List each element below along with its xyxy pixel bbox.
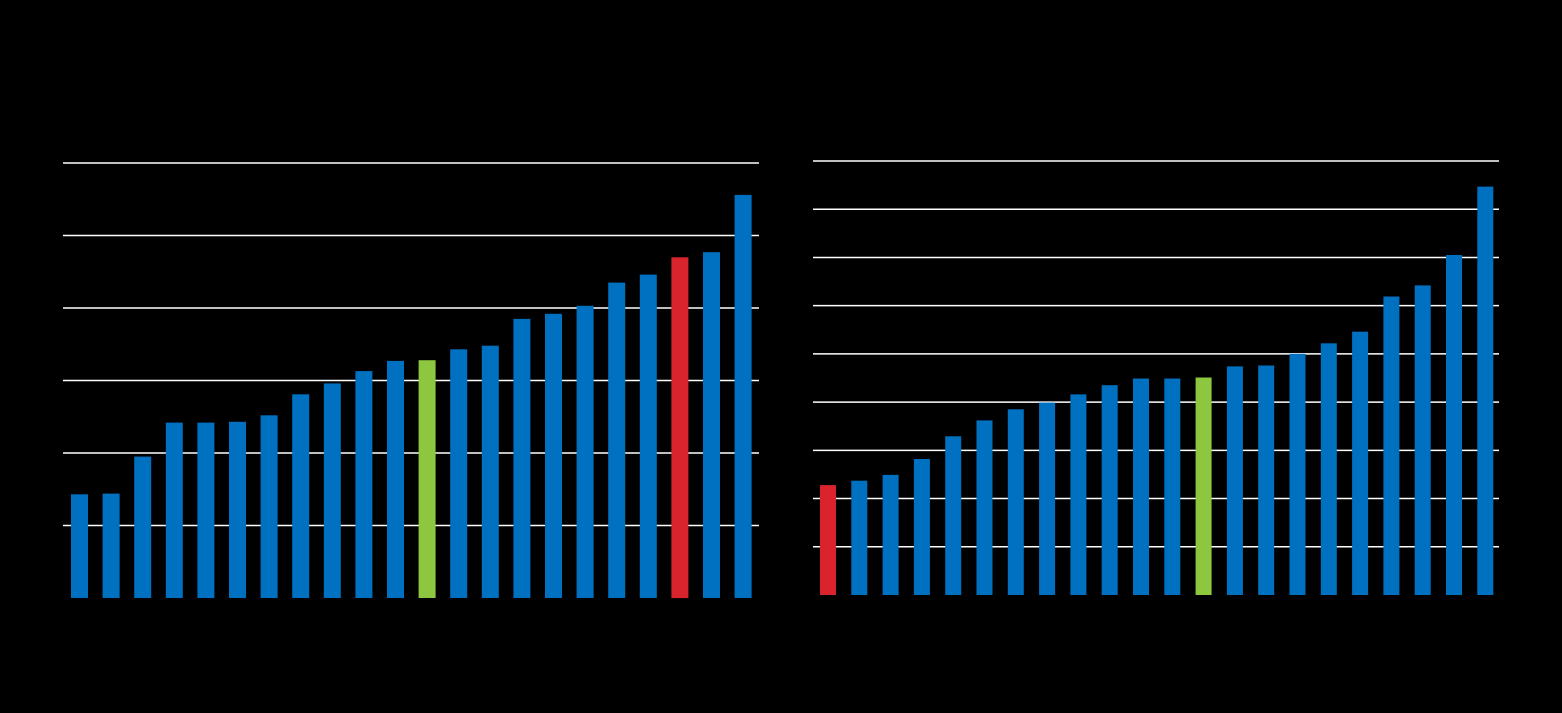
bar	[71, 494, 88, 598]
bar	[1383, 296, 1400, 595]
bar	[513, 318, 531, 598]
bar	[1446, 255, 1462, 595]
bar	[1101, 385, 1118, 595]
bar	[1289, 353, 1306, 595]
bar	[820, 485, 836, 595]
bar	[1133, 378, 1149, 595]
bar	[197, 422, 215, 598]
bar	[976, 420, 993, 595]
bar	[260, 415, 278, 598]
bar	[851, 480, 868, 595]
bar	[576, 305, 594, 598]
bar	[545, 313, 562, 598]
bar	[355, 371, 373, 598]
bar	[913, 459, 930, 595]
bar	[1352, 331, 1369, 595]
bar	[1007, 409, 1024, 595]
chart-1	[63, 162, 759, 599]
bar	[134, 456, 152, 598]
bar	[945, 436, 962, 595]
bar	[1258, 365, 1275, 595]
bar	[1320, 343, 1337, 595]
bar	[102, 493, 120, 598]
bar	[703, 252, 720, 598]
bar	[671, 257, 689, 599]
bar	[450, 349, 468, 598]
bar	[481, 345, 499, 598]
bar	[1195, 377, 1212, 595]
chart-2	[813, 160, 1499, 595]
bar	[1414, 285, 1431, 595]
bar	[165, 422, 183, 598]
bar	[1477, 186, 1494, 595]
bar	[1070, 394, 1087, 595]
bar	[1226, 366, 1243, 595]
bar	[1164, 378, 1181, 595]
bar	[608, 282, 626, 598]
bar	[387, 360, 404, 598]
bar	[323, 383, 341, 598]
bar	[734, 194, 752, 598]
bar	[292, 394, 310, 598]
bar	[639, 274, 657, 598]
bar	[418, 360, 436, 598]
bar	[1039, 402, 1056, 595]
bar	[229, 421, 246, 598]
bar	[882, 474, 899, 595]
